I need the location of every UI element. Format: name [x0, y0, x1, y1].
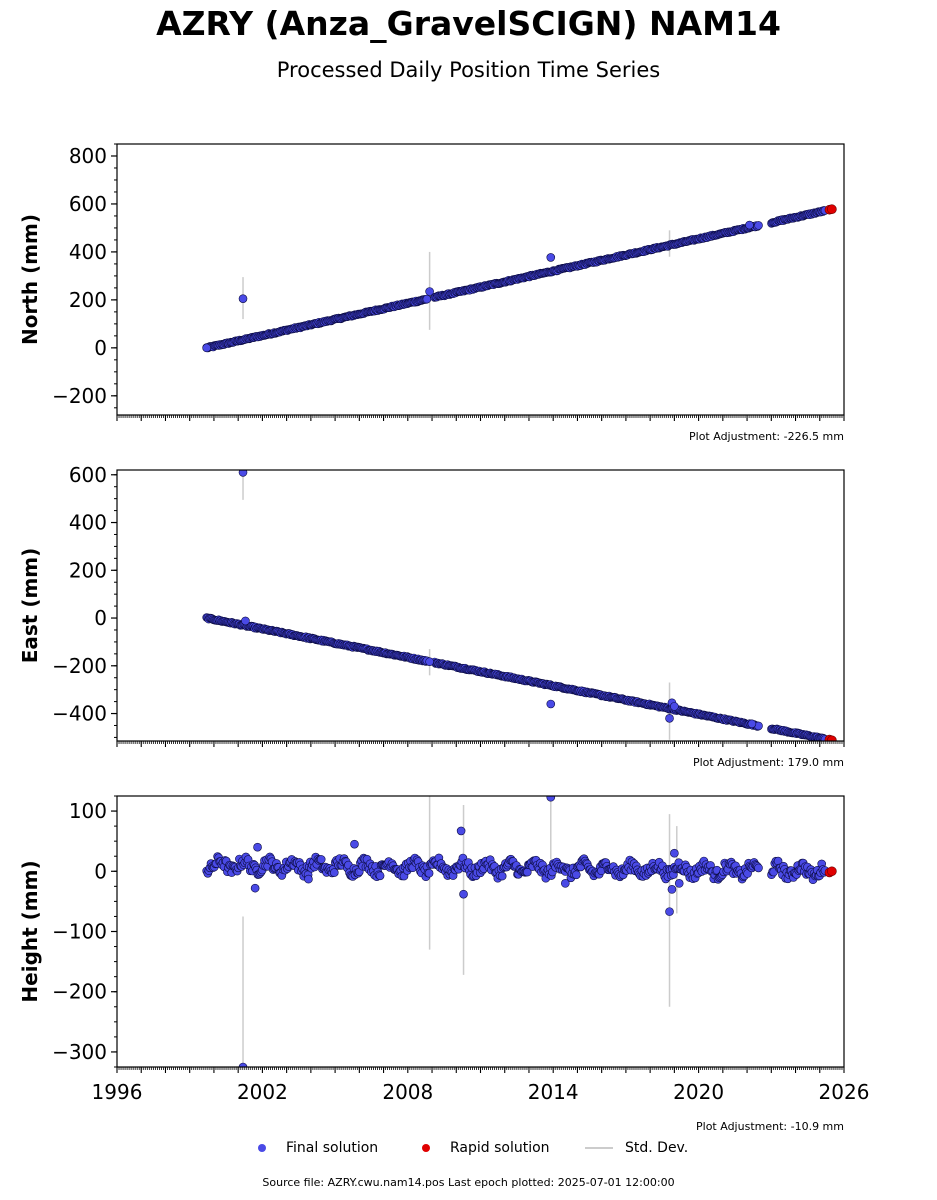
- x-tick-label: 2020: [673, 1080, 724, 1104]
- outlier-point: [253, 842, 262, 852]
- plot-adjustment-label: Plot Adjustment: -226.5 mm: [689, 430, 844, 443]
- axes-frame: [116, 795, 845, 1068]
- outlier-point: [350, 839, 359, 849]
- y-tick-label: −200: [52, 654, 107, 678]
- outlier-point: [670, 848, 679, 858]
- outlier-point: [745, 220, 754, 230]
- final-point: [424, 868, 434, 878]
- outlier-point: [202, 343, 211, 353]
- y-tick-label: 200: [69, 558, 107, 582]
- x-tick-label: 2026: [819, 1080, 870, 1104]
- chart-subtitle: Processed Daily Position Time Series: [276, 58, 661, 82]
- outlier-point: [665, 907, 674, 916]
- y-tick-label: −300: [52, 1040, 107, 1064]
- y-tick-label: 0: [94, 336, 107, 360]
- final-point: [571, 870, 581, 880]
- outlier-point: [459, 889, 468, 899]
- panel-east: 600 400 200 0 −200 −400 East (mm) Plot Adjustme…: [18, 463, 845, 769]
- final-point: [754, 221, 763, 230]
- outlier-point: [670, 702, 679, 711]
- plot-area-east: [202, 470, 837, 741]
- plot-adjustment-label: Plot Adjustment: 179.0 mm: [693, 756, 844, 769]
- panel-north: 800 600 400 200 0 −200 North (mm) Plot Adjustme…: [18, 143, 845, 443]
- outlier-point: [546, 699, 556, 709]
- std-dev-line-icon: [585, 1147, 613, 1149]
- y-tick-label: −200: [52, 384, 107, 408]
- legend-label-rapid: Rapid solution: [450, 1140, 550, 1156]
- x-tick-label: 2014: [528, 1080, 579, 1104]
- outlier-point: [667, 885, 677, 894]
- rapid-point: [827, 204, 837, 215]
- y-axis-label: Height (mm): [18, 860, 42, 1002]
- outlier-point: [665, 714, 674, 723]
- outlier-point: [561, 879, 570, 888]
- outlier-point: [241, 616, 250, 626]
- rapid-point: [827, 866, 837, 877]
- y-tick-label: 100: [69, 799, 107, 823]
- y-tick-label: 0: [94, 606, 107, 630]
- source-footer: Source file: AZRY.cwu.nam14.pos Last epo…: [262, 1176, 675, 1189]
- y-axis-label: East (mm): [18, 548, 42, 664]
- y-tick-label: −100: [52, 920, 107, 944]
- rapid-solution-marker-icon: [422, 1144, 430, 1152]
- legend-item-stddev: Std. Dev.: [585, 1138, 688, 1158]
- outlier-point: [250, 883, 260, 893]
- y-tick-label: 400: [69, 240, 107, 264]
- x-tick-label: 2002: [237, 1080, 288, 1104]
- y-tick-label: 200: [69, 288, 107, 312]
- axes-frame: [116, 469, 845, 742]
- legend: Final solution Rapid solution Std. Dev.: [0, 1138, 937, 1158]
- legend-item-final: Final solution: [258, 1138, 378, 1158]
- outlier-point: [425, 657, 434, 667]
- x-tick-label: 1996: [92, 1080, 143, 1104]
- outlier-point: [546, 253, 556, 262]
- rapid-point: [827, 735, 837, 741]
- final-point: [422, 294, 432, 304]
- y-tick-label: 0: [94, 859, 107, 883]
- legend-label-stddev: Std. Dev.: [625, 1140, 689, 1156]
- y-tick-label: 800: [69, 144, 107, 168]
- outlier-point: [238, 470, 248, 477]
- axes-frame: [116, 143, 845, 416]
- plot-area-height: [202, 796, 837, 1067]
- final-point: [754, 863, 763, 873]
- final-point: [329, 868, 339, 877]
- final-solution-marker-icon: [258, 1144, 266, 1152]
- y-axis-label: North (mm): [18, 214, 42, 345]
- outlier-point: [747, 719, 757, 729]
- y-tick-label: −400: [52, 702, 107, 726]
- outlier-point: [238, 294, 248, 303]
- final-point: [316, 855, 326, 864]
- outlier-point: [304, 874, 313, 884]
- outlier-point: [546, 796, 556, 802]
- chart-title: AZRY (Anza_GravelSCIGN) NAM14: [156, 4, 781, 43]
- plot-area-north: [202, 204, 837, 353]
- x-tick-label: 2008: [382, 1080, 433, 1104]
- outlier-point: [238, 1062, 248, 1067]
- final-point: [375, 871, 385, 881]
- final-point: [497, 871, 507, 881]
- outlier-point: [425, 287, 434, 296]
- y-tick-label: 600: [69, 192, 107, 216]
- y-tick-label: 400: [69, 511, 107, 535]
- outlier-point: [674, 879, 684, 888]
- y-tick-label: −200: [52, 980, 107, 1004]
- panel-height: 100 0 −100 −200 −300 1996 2002 2008 2014 2020 2026…: [18, 795, 870, 1133]
- outlier-point: [456, 826, 466, 836]
- legend-item-rapid: Rapid solution: [422, 1138, 550, 1158]
- y-tick-label: 600: [69, 463, 107, 487]
- plot-adjustment-label: Plot Adjustment: -10.9 mm: [696, 1120, 844, 1133]
- legend-label-final: Final solution: [286, 1140, 379, 1156]
